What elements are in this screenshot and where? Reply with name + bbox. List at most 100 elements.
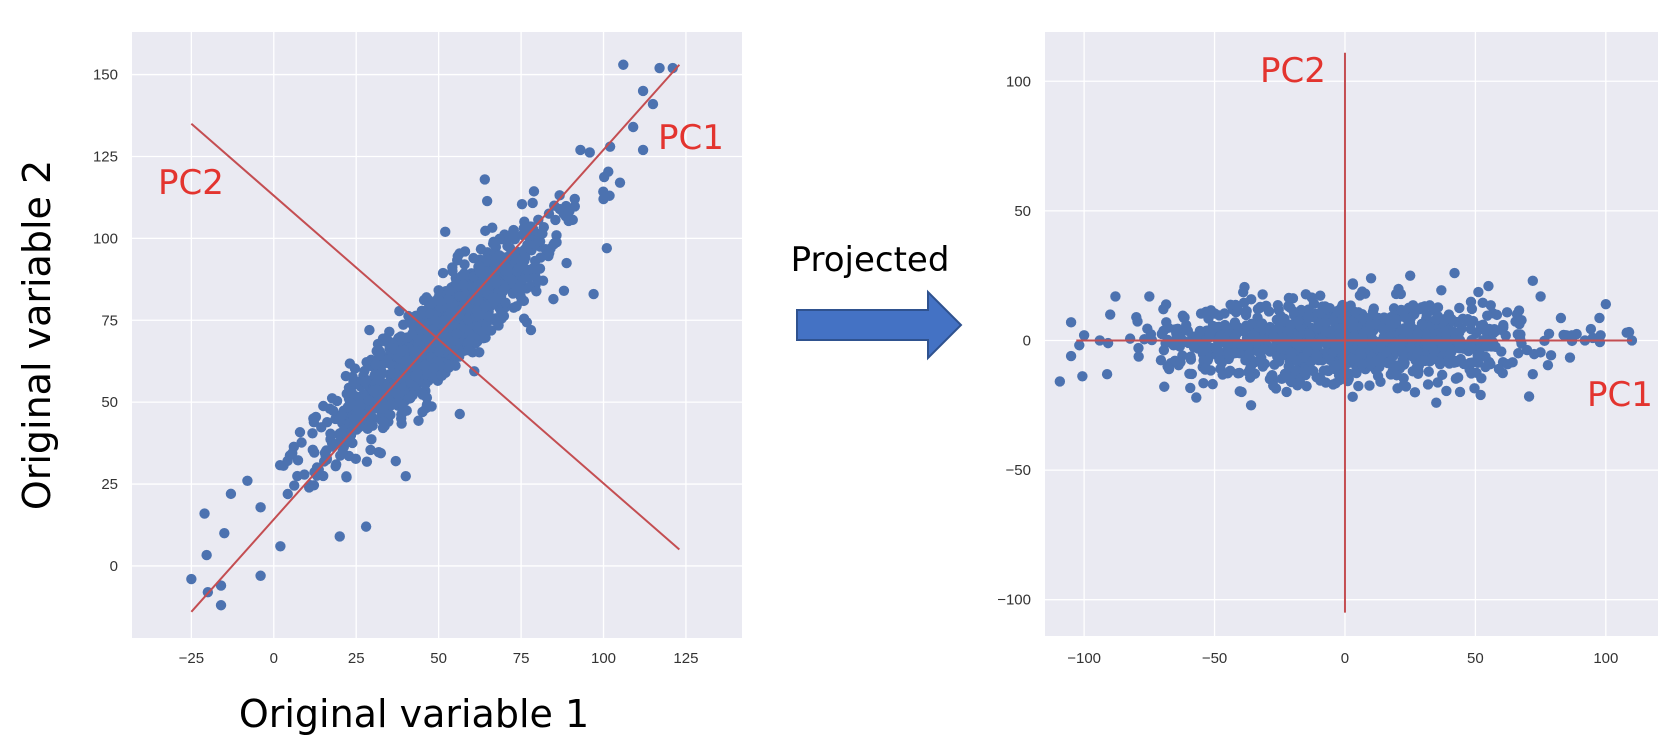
right-y-tick-labels: −100 −50 0 50 100 — [997, 73, 1031, 608]
data-point — [1175, 356, 1186, 368]
data-point — [421, 399, 433, 410]
data-point — [1238, 297, 1250, 309]
data-point — [1219, 319, 1231, 331]
data-point — [1454, 343, 1465, 354]
data-point — [1472, 350, 1483, 361]
right-x-tick-labels: −100 −50 0 50 100 — [1067, 650, 1618, 667]
data-point — [1310, 340, 1322, 351]
data-point — [1398, 359, 1410, 370]
data-point — [308, 413, 319, 424]
data-point — [1523, 391, 1535, 402]
data-point — [1200, 306, 1212, 317]
data-point — [1594, 312, 1605, 324]
data-point — [554, 190, 565, 201]
data-point — [407, 329, 418, 340]
data-point — [1600, 298, 1612, 310]
data-point — [1491, 309, 1503, 321]
data-point — [459, 270, 470, 282]
data-point — [199, 508, 210, 519]
data-point — [1144, 291, 1155, 302]
data-point — [506, 274, 517, 286]
data-point — [647, 98, 659, 110]
data-point — [1475, 320, 1487, 331]
data-point — [1232, 305, 1244, 316]
y-tick-label: −100 — [997, 592, 1031, 609]
data-point — [1416, 319, 1428, 330]
data-point — [1101, 369, 1113, 380]
data-point — [1535, 291, 1546, 302]
data-point — [1275, 310, 1286, 322]
data-point — [1497, 367, 1508, 379]
data-point — [348, 414, 359, 425]
data-point — [307, 428, 318, 439]
data-point — [525, 324, 537, 336]
data-point — [1485, 358, 1496, 370]
data-point — [584, 147, 595, 158]
data-point — [1225, 299, 1236, 310]
data-point — [395, 346, 407, 357]
data-point — [1229, 347, 1240, 358]
data-point — [598, 171, 610, 183]
data-point — [421, 333, 432, 344]
data-point — [453, 310, 465, 321]
x-tick-label: 100 — [1593, 650, 1618, 667]
data-point — [1246, 318, 1257, 330]
data-point — [1469, 383, 1480, 394]
data-point — [1304, 329, 1315, 340]
data-point — [472, 287, 483, 299]
data-point — [1054, 376, 1066, 387]
data-point — [527, 197, 538, 209]
data-point — [1521, 344, 1533, 356]
data-point — [474, 347, 485, 358]
x-tick-label: 50 — [430, 650, 447, 667]
data-point — [564, 205, 575, 217]
data-point — [554, 203, 565, 215]
data-point — [1214, 354, 1225, 366]
data-point — [1432, 311, 1444, 322]
data-point — [1311, 372, 1322, 383]
data-point — [1224, 365, 1236, 377]
data-point — [1545, 350, 1557, 361]
data-point — [428, 362, 439, 374]
data-point — [533, 214, 544, 226]
data-point — [445, 307, 457, 318]
data-point — [1390, 360, 1402, 371]
data-point — [1273, 355, 1285, 366]
data-point — [535, 252, 546, 263]
data-point — [1432, 377, 1443, 388]
data-point — [186, 573, 197, 585]
data-point — [1320, 326, 1331, 337]
data-point — [1467, 357, 1478, 368]
data-point — [451, 328, 462, 340]
data-point — [350, 453, 361, 465]
data-point — [334, 531, 345, 542]
data-point — [1330, 378, 1341, 389]
right-pc-axes — [1076, 52, 1632, 613]
data-point — [396, 418, 407, 429]
data-point — [1290, 364, 1301, 376]
projected-label: Projected — [791, 240, 950, 280]
data-point — [1364, 380, 1375, 391]
data-point — [363, 395, 375, 406]
data-point — [296, 437, 307, 448]
data-point — [588, 288, 599, 300]
data-point — [1158, 325, 1169, 337]
pc2-axis-line — [190, 122, 681, 551]
data-point — [475, 243, 487, 255]
data-point — [1542, 360, 1554, 371]
data-point — [1345, 300, 1356, 311]
data-point — [654, 62, 665, 74]
data-point — [1395, 288, 1407, 300]
data-point — [1256, 318, 1268, 329]
data-point — [1197, 345, 1209, 356]
y-tick-label: 50 — [1014, 203, 1031, 220]
data-point — [1391, 370, 1402, 381]
data-point — [1626, 335, 1638, 346]
data-point — [1475, 389, 1486, 401]
left-x-tick-labels: −25 0 25 50 75 100 125 — [179, 650, 699, 667]
data-point — [1451, 356, 1462, 368]
data-point — [1124, 333, 1136, 344]
data-point — [340, 370, 352, 382]
data-point — [1585, 323, 1597, 335]
data-point — [1351, 367, 1362, 379]
